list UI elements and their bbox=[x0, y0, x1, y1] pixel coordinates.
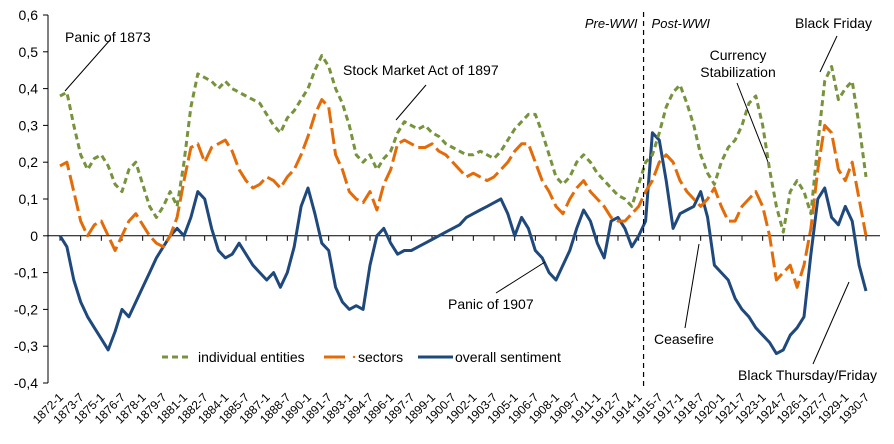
y-tick-label: 0 bbox=[30, 228, 38, 244]
legend-label: overall sentiment bbox=[455, 349, 561, 365]
annotation-label: Currency bbox=[710, 47, 767, 63]
annotation-panic-1907: Panic of 1907 bbox=[448, 261, 546, 312]
annotation-label: Stock Market Act of 1897 bbox=[343, 62, 499, 78]
series-line-individual-entities bbox=[59, 54, 868, 234]
annotation-label: Ceasefire bbox=[654, 331, 714, 347]
annotation-stock-market-act-1897: Stock Market Act of 1897 bbox=[343, 62, 499, 121]
series-layer bbox=[58, 54, 868, 356]
y-tick-label: -0,2 bbox=[14, 301, 38, 317]
legend-label: individual entities bbox=[198, 349, 305, 365]
annotation-black-thursday-friday: Black Thursday/Friday bbox=[738, 281, 877, 383]
annotation-label: Panic of 1873 bbox=[65, 29, 151, 45]
y-tick-label: -0,1 bbox=[14, 265, 38, 281]
x-axis: 1872-11873-71875-11876-71878-11879-71881… bbox=[30, 235, 880, 427]
annotation-panic-1873: Panic of 1873 bbox=[64, 29, 151, 92]
y-tick-label: 0,6 bbox=[19, 7, 39, 23]
annotation-currency-stabilization: Currency Stabilization bbox=[700, 47, 776, 163]
post-wwi-label: Post-WWI bbox=[652, 16, 711, 31]
y-tick-label: 0,3 bbox=[19, 117, 39, 133]
legend-item-sectors: sectors bbox=[324, 349, 403, 365]
series-line-sectors bbox=[59, 98, 868, 289]
series-line-overall-sentiment bbox=[58, 131, 868, 356]
annotation-label: Black Thursday/Friday bbox=[738, 367, 877, 383]
y-tick-label: -0,4 bbox=[14, 375, 38, 391]
y-tick-label: -0,3 bbox=[14, 338, 38, 354]
annotation-label: Black Friday bbox=[795, 15, 872, 31]
legend-label: sectors bbox=[358, 349, 403, 365]
legend: individual entities sectors overall sent… bbox=[162, 349, 561, 365]
y-tick-label: 0,1 bbox=[19, 191, 39, 207]
legend-item-individual-entities: individual entities bbox=[162, 349, 305, 365]
annotation-black-friday: Black Friday bbox=[795, 15, 872, 73]
pre-wwi-label: Pre-WWI bbox=[585, 16, 638, 31]
y-tick-label: 0,2 bbox=[19, 154, 39, 170]
annotation-ceasefire: Ceasefire bbox=[654, 243, 714, 347]
y-tick-label: 0,4 bbox=[19, 81, 39, 97]
legend-item-overall-sentiment: overall sentiment bbox=[418, 349, 561, 365]
annotation-label: Stabilization bbox=[700, 64, 776, 80]
y-tick-label: 0,5 bbox=[19, 44, 39, 60]
y-axis: 0,6 0,5 0,4 0,3 0,2 0,1 0 -0,1 -0,2 -0,3 -0,4 bbox=[14, 7, 49, 391]
annotation-label: Panic of 1907 bbox=[448, 296, 534, 312]
